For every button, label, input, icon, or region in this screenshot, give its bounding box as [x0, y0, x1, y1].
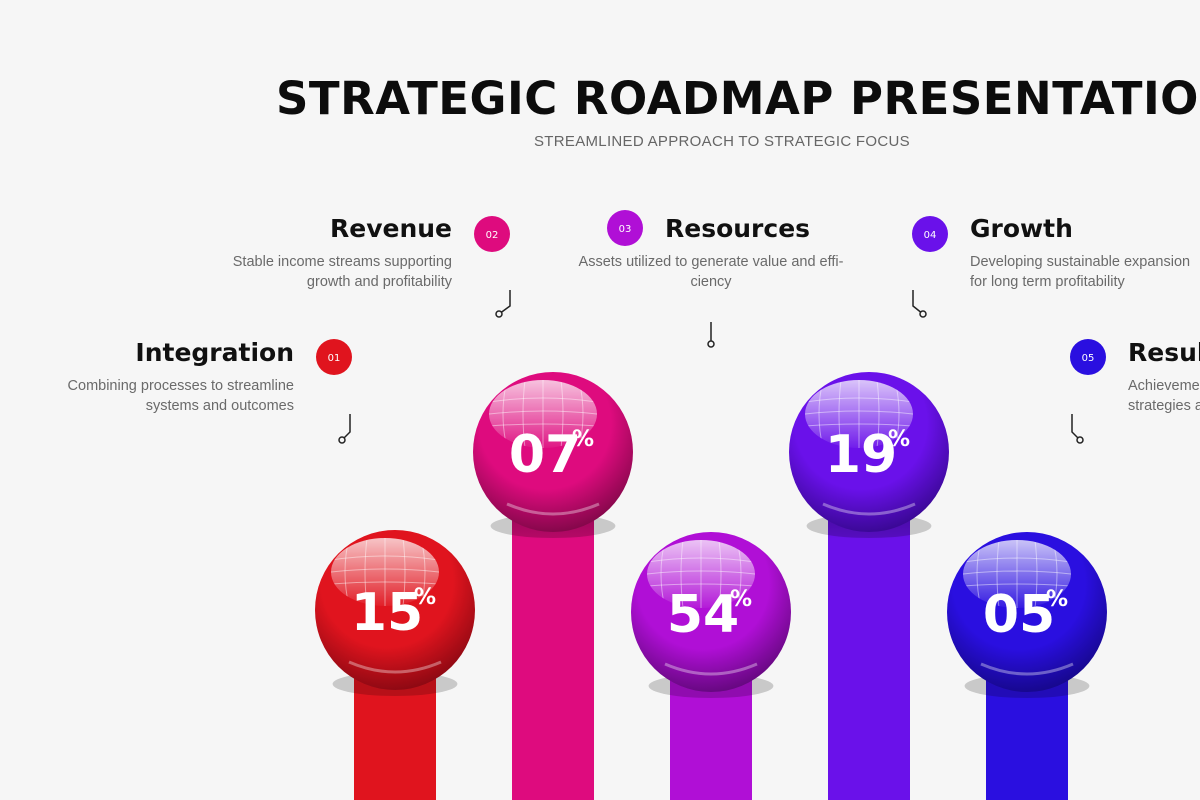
connector-growth [912, 290, 924, 315]
pillars: 15%07%54%19%05% [315, 372, 1107, 800]
sphere-grid [489, 380, 597, 448]
connector-dot [919, 310, 927, 318]
number-badge-resources: 03 [607, 210, 643, 246]
label-block-resources-heading-wrap: Resources [665, 214, 865, 244]
sphere-rim [506, 502, 600, 516]
label-block-results: Resul Achieveme strategies a [1128, 338, 1200, 416]
connector-integration [341, 414, 351, 441]
value-revenue: 07 [509, 425, 581, 485]
number-badge-growth: 04 [912, 216, 948, 252]
unit-integration: % [414, 585, 436, 610]
badge-number: 04 [924, 230, 937, 241]
unit-growth: % [888, 427, 910, 452]
number-badge-integration: 01 [316, 339, 352, 375]
item-description-integration: Combining processes to streamline system… [67, 378, 294, 414]
label-block-resources: Assets utilized to generate value and ef… [566, 252, 856, 292]
sphere-highlight [331, 538, 439, 606]
unit-revenue: % [572, 427, 594, 452]
label-block-revenue: Revenue Stable income streams supporting… [200, 214, 452, 292]
badge-number: 05 [1082, 353, 1095, 364]
label-block-growth: Growth Developing sustainable expansion … [970, 214, 1200, 292]
pillar-integration: 15% [315, 530, 475, 800]
sphere-rim [980, 662, 1074, 676]
badge-number: 03 [619, 224, 632, 235]
item-heading-revenue: Revenue [329, 214, 452, 243]
item-description-resources: Assets utilized to generate value and ef… [578, 254, 844, 290]
connector-dot [707, 340, 715, 348]
item-heading-resources: Resources [665, 214, 811, 243]
pillar-growth: 19% [789, 372, 949, 800]
sphere-highlight [647, 540, 755, 608]
value-resources: 54 [667, 585, 739, 645]
connector-dot [1076, 436, 1084, 444]
pillar-resul: 05% [947, 532, 1107, 800]
sphere-rim [664, 662, 758, 676]
sphere-highlight [805, 380, 913, 448]
connector-dot [338, 436, 346, 444]
value-growth: 19 [825, 425, 897, 485]
number-badge-resul: 05 [1070, 339, 1106, 375]
sphere-rim [348, 660, 442, 674]
unit-resources: % [730, 587, 752, 612]
unit-resul: % [1046, 587, 1068, 612]
pillar-resources: 54% [631, 532, 791, 800]
sphere-highlight [489, 380, 597, 448]
sphere-rim [822, 502, 916, 516]
connector-revenue [498, 290, 511, 315]
value-resul: 05 [983, 585, 1055, 645]
sphere-highlight [963, 540, 1071, 608]
item-heading-results: Resul [1128, 338, 1200, 367]
item-description-results: Achieveme strategies a [1128, 378, 1200, 414]
connector-resul [1071, 414, 1081, 441]
value-integration: 15 [351, 583, 423, 643]
number-badge-revenue: 02 [474, 216, 510, 252]
connector-lines [338, 290, 1084, 444]
sphere-grid [331, 538, 439, 606]
page-title: STRATEGIC ROADMAP PRESENTATION [276, 72, 1200, 125]
item-heading-integration: Integration [135, 338, 294, 367]
badge-number: 01 [328, 353, 341, 364]
item-heading-growth: Growth [970, 214, 1073, 243]
item-description-growth: Developing sustainable expansion for lon… [970, 254, 1191, 290]
item-description-revenue: Stable income streams supporting growth … [232, 254, 452, 290]
label-block-integration: Integration Combining processes to strea… [40, 338, 294, 416]
pillar-revenue: 07% [473, 372, 633, 800]
badge-number: 02 [486, 230, 499, 241]
number-badges: 01 02 03 04 05 [316, 210, 1106, 375]
page-subtitle: STREAMLINED APPROACH TO STRATEGIC FOCUS [534, 133, 910, 150]
connector-dot [495, 310, 503, 318]
